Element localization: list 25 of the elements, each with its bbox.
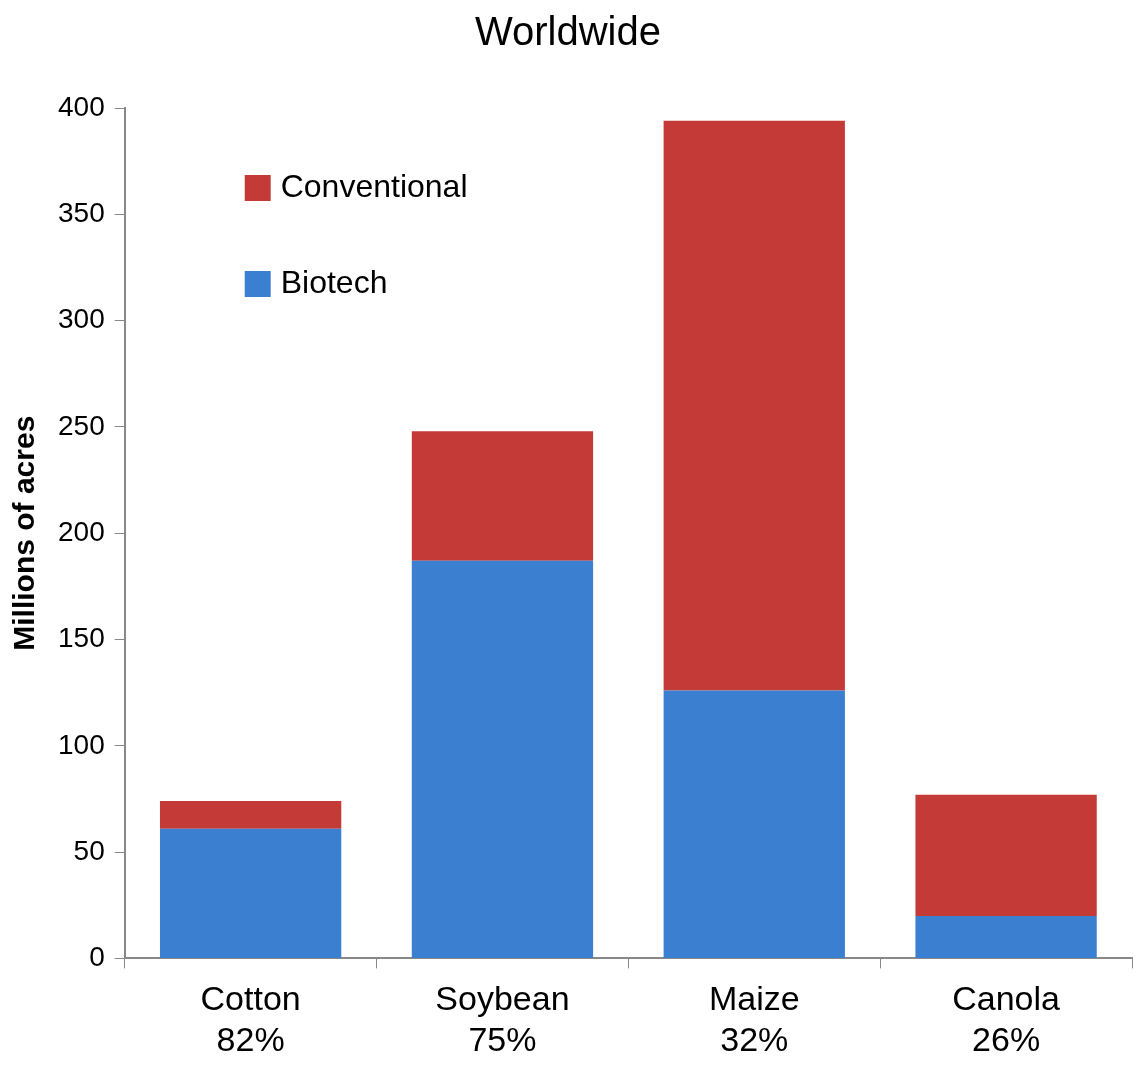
bar [663,690,845,958]
y-tick-label: 50 [73,834,105,866]
y-axis-title: Millions of acres [7,415,41,651]
y-tick-label: 300 [58,303,105,335]
y-tick-label: 250 [58,409,105,441]
bar [663,120,845,691]
bar [915,794,1097,916]
x-tick-label: Soybean 75% [435,979,570,1058]
bar [411,560,594,958]
bar [411,431,594,561]
bar [159,828,342,958]
chart-title: Worldwide [475,9,661,54]
y-tick-label: 150 [58,622,105,654]
x-tick-label: Maize 32% [708,979,800,1058]
x-tick-label: Canola 26% [952,979,1061,1058]
legend-label: Conventional [280,167,468,204]
y-tick-label: 400 [58,90,105,122]
bar [159,801,342,829]
y-tick-label: 100 [58,728,105,760]
bar [915,915,1097,958]
legend-label: Biotech [280,263,388,300]
y-tick-label: 200 [58,515,105,547]
x-tick-label: Cotton 82% [200,979,301,1058]
y-tick-label: 0 [89,941,105,973]
y-tick-label: 350 [58,197,105,229]
